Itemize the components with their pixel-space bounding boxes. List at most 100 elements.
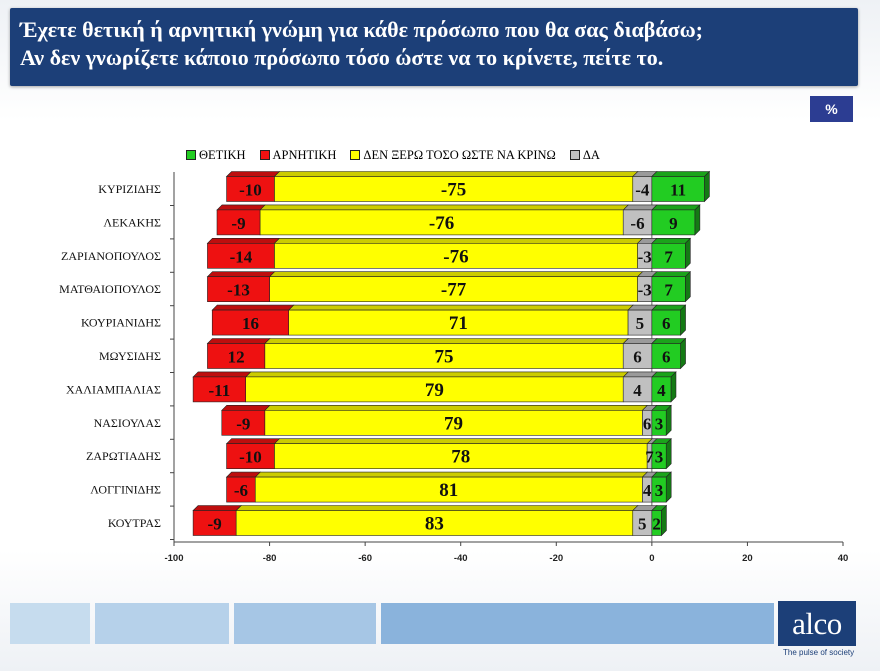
value-label-dont-know: -75 — [441, 180, 466, 201]
value-label-positive: 6 — [662, 348, 671, 367]
bar-no-answer — [622, 376, 653, 403]
bar-top-dont-know — [264, 404, 649, 411]
bar-top-dont-know — [268, 271, 644, 278]
category-label: ΜΑΤΘΑΙΟΠΟΥΛΟΣ — [59, 282, 161, 296]
value-label-negative: -11 — [209, 381, 231, 400]
value-label-dont-know: -77 — [441, 280, 467, 301]
bar-side — [665, 471, 672, 503]
bar-positive — [651, 176, 705, 202]
bar-side — [680, 337, 686, 370]
value-label-positive: 9 — [669, 214, 678, 233]
x-tick-label: 40 — [838, 553, 849, 564]
bar-no-answer — [622, 343, 653, 369]
value-label-no-answer: 5 — [638, 515, 647, 534]
bar-negative — [207, 276, 270, 303]
bar-negative — [192, 376, 246, 403]
bar-dont-know — [274, 243, 638, 269]
title-banner: Έχετε θετική ή αρνητική γνώμη για κάθε π… — [10, 8, 858, 86]
value-label-negative: 12 — [228, 348, 245, 367]
bar-top-negative — [192, 505, 242, 511]
bar-negative — [207, 343, 266, 369]
value-label-negative: -14 — [230, 247, 253, 266]
bar-dont-know — [274, 176, 634, 202]
value-label-dont-know: -76 — [429, 213, 454, 234]
x-tick-label: 0 — [649, 553, 654, 564]
bar-top-negative — [225, 471, 261, 478]
legend-item-positive: ΘΕΤΙΚΗ — [186, 148, 246, 163]
value-label-positive: 6 — [662, 314, 671, 333]
value-label-negative: -10 — [239, 181, 262, 200]
bar-dont-know — [288, 309, 629, 336]
bar-side — [694, 204, 701, 236]
category-label: ΚΟΥΤΡΑΣ — [108, 516, 161, 530]
bar-side — [665, 404, 672, 437]
bar-dont-know — [235, 510, 634, 536]
bar-top-no-answer — [622, 371, 658, 378]
bar-negative — [226, 476, 256, 503]
bar-top-dont-know — [235, 505, 639, 511]
category-label: ΚΥΡΙΖΙΔΗΣ — [98, 182, 161, 196]
value-label-negative: -13 — [227, 281, 250, 300]
bar-negative — [211, 309, 289, 336]
bar-dont-know — [259, 209, 624, 236]
bar-top-negative — [192, 371, 252, 378]
category-label: ΖΑΡΙΑΝΟΠΟΥΛΟΣ — [61, 249, 161, 263]
bar-top-positive — [651, 304, 687, 311]
value-label-positive: 11 — [670, 181, 686, 200]
bar-top-no-answer — [622, 204, 658, 211]
bar-side — [685, 237, 691, 270]
x-tick-label: -80 — [263, 553, 277, 564]
value-label-dont-know: 79 — [425, 380, 444, 401]
bar-top-dont-know — [264, 338, 629, 344]
legend-label: ΔΑ — [582, 147, 600, 162]
value-label-positive: 2 — [652, 515, 661, 534]
x-tick-label: -100 — [164, 553, 183, 564]
category-label: ΖΑΡΩΤΙΑΔΗΣ — [86, 449, 161, 463]
footer-band-2 — [95, 603, 229, 644]
bar-positive — [651, 443, 667, 470]
legend-swatch — [350, 150, 361, 160]
bar-side — [665, 437, 672, 470]
bar-top-negative — [221, 404, 271, 411]
bar-top-negative — [225, 438, 281, 445]
legend-swatch — [186, 150, 196, 160]
value-label-no-answer: -4 — [635, 181, 650, 200]
value-label-no-answer: 6 — [643, 414, 652, 433]
value-label-positive: 7 — [664, 281, 673, 300]
value-label-no-answer: -3 — [638, 247, 652, 266]
bar-dont-know — [254, 476, 643, 503]
title-line-2: Αν δεν γνωρίζετε κάποιο πρόσωπο τόσο ώστ… — [20, 45, 664, 70]
legend-label: ΑΡΝΗΤΙΚΗ — [272, 147, 337, 162]
value-label-positive: 7 — [664, 247, 673, 266]
value-label-dont-know: 83 — [425, 514, 444, 535]
bar-negative — [226, 443, 275, 470]
bar-top-negative — [206, 338, 271, 344]
bar-top-dont-know — [254, 471, 649, 478]
value-label-no-answer: 4 — [643, 481, 652, 500]
footer-band-3 — [234, 603, 376, 644]
footer-band-4 — [381, 603, 774, 644]
bar-dont-know — [274, 443, 648, 470]
x-tick-label: -20 — [549, 553, 563, 564]
logo-tagline: The pulse of society — [783, 648, 855, 657]
bar-dont-know — [269, 276, 638, 303]
value-label-dont-know: 79 — [444, 413, 463, 434]
category-label: ΝΑΣΙΟΥΛΑΣ — [94, 416, 161, 430]
chart-legend: ΘΕΤΙΚΗ ΑΡΝΗΤΙΚΗ ΔΕΝ ΞΕΡΩ ΤΟΣΟ ΩΣΤΕ ΝΑ ΚΡΙΝ… — [186, 147, 614, 163]
bar-negative — [192, 510, 237, 536]
bar-no-answer — [622, 209, 653, 236]
bar-side — [685, 270, 691, 303]
x-tick-label: -40 — [454, 553, 468, 564]
value-label-no-answer: 5 — [636, 314, 645, 333]
bar-negative — [207, 243, 275, 269]
bar-top-positive — [651, 271, 692, 278]
bar-side — [680, 304, 686, 336]
bar-dont-know — [264, 409, 643, 436]
footer-band-1 — [10, 603, 90, 644]
bar-negative — [216, 209, 261, 236]
value-label-no-answer: 6 — [633, 348, 642, 367]
category-label: ΜΩΥΣΙΔΗΣ — [99, 349, 161, 363]
legend-swatch — [569, 150, 580, 160]
bar-negative — [221, 409, 266, 436]
